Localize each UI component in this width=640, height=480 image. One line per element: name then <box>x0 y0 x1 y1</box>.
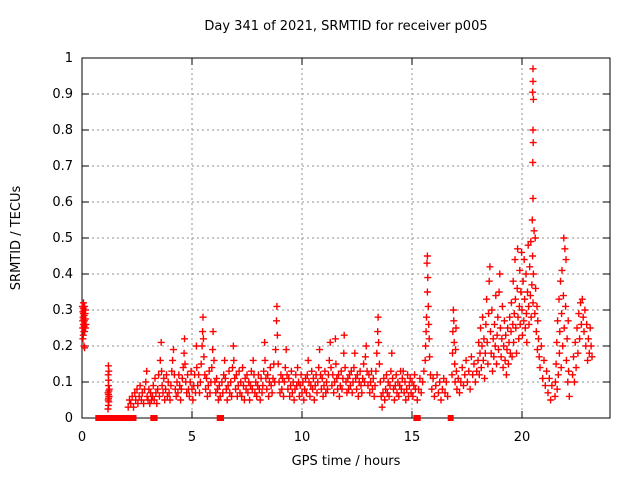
tick-labels: 0 5 10 15 20 0 0.1 0.2 0.3 0.4 0.5 0.6 0.7 0.8 0.9 1 <box>52 51 530 445</box>
y-tick-label: 0 <box>65 411 73 426</box>
y-tick-label: 0.9 <box>52 87 73 102</box>
x-tick-label: 15 <box>404 430 421 445</box>
y-tick-label: 0.8 <box>52 123 73 138</box>
y-tick-label: 0.1 <box>52 375 73 390</box>
data-points-square-markers <box>95 415 454 421</box>
chart-title: Day 341 of 2021, SRMTID for receiver p00… <box>204 19 487 34</box>
x-tick-label: 20 <box>514 430 531 445</box>
x-tick-label: 5 <box>188 430 196 445</box>
axis-ticks <box>81 57 610 419</box>
y-tick-label: 0.6 <box>52 195 73 210</box>
y-tick-label: 0.3 <box>52 303 73 318</box>
data-points-plus-markers <box>78 65 596 413</box>
y-tick-label: 0.5 <box>52 231 73 246</box>
y-tick-label: 0.7 <box>52 159 73 174</box>
x-tick-label: 0 <box>78 430 86 445</box>
x-tick-label: 10 <box>294 430 311 445</box>
y-tick-label: 0.2 <box>52 339 73 354</box>
y-axis-label: SRMTID / TECUs <box>9 186 24 291</box>
y-tick-label: 1 <box>65 51 73 66</box>
y-tick-label: 0.4 <box>52 267 73 282</box>
gridlines <box>82 58 610 418</box>
x-axis-label: GPS time / hours <box>292 454 401 469</box>
plot-border <box>81 57 611 419</box>
